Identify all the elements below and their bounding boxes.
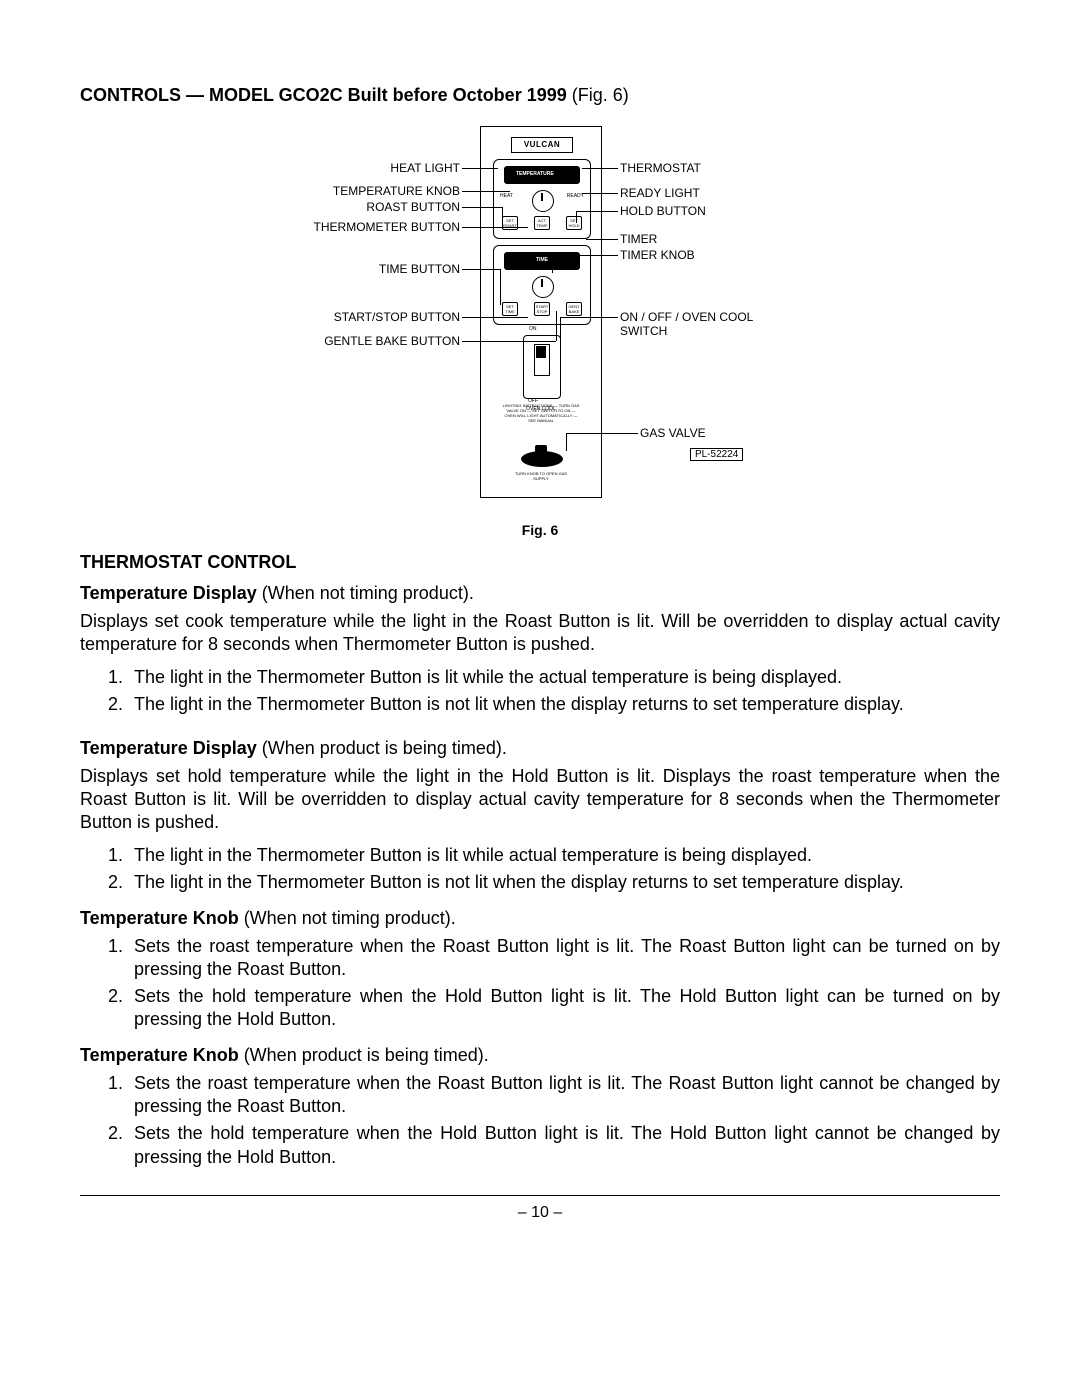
label-gas-valve: GAS VALVE — [640, 426, 706, 440]
control-panel-diagram: VULCAN TEMPERATURE HEAT READY SETROAST A… — [260, 116, 820, 516]
block1-list: The light in the Thermometer Button is l… — [80, 666, 1000, 716]
block2-li2: The light in the Thermometer Button is n… — [128, 871, 1000, 894]
block4-li2: Sets the hold temperature when the Hold … — [128, 1122, 1000, 1168]
block3-lead-bold: Temperature Knob — [80, 908, 239, 928]
block3-lead-rest: (When not timing product). — [239, 908, 456, 928]
label-timer-knob: TIMER KNOB — [620, 248, 695, 262]
label-temp-knob: TEMPERATURE KNOB — [260, 184, 460, 198]
label-hold-button: HOLD BUTTON — [620, 204, 706, 218]
pl-number: PL-52224 — [690, 448, 743, 461]
block2-lead-rest: (When product is being timed). — [257, 738, 507, 758]
block3-lead: Temperature Knob (When not timing produc… — [80, 908, 1000, 929]
block3-li1: Sets the roast temperature when the Roas… — [128, 935, 1000, 981]
label-switch: ON / OFF / OVEN COOL SWITCH — [620, 310, 790, 338]
temperature-display: TEMPERATURE — [504, 166, 580, 184]
instruction-text: LIGHTING INSTRUCTIONS — TURN GAS VALVE O… — [501, 403, 581, 437]
label-start-stop: START/STOP BUTTON — [260, 310, 460, 324]
block2-li1: The light in the Thermometer Button is l… — [128, 844, 1000, 867]
block4-li1: Sets the roast temperature when the Roas… — [128, 1072, 1000, 1118]
block4-lead-rest: (When product is being timed). — [239, 1045, 489, 1065]
therm-minibtn: ACTTEMP — [534, 216, 550, 230]
time-button-row: SETTIME STARTSTOP GENTBAKE — [502, 302, 582, 318]
label-thermostat: THERMOSTAT — [620, 161, 701, 175]
label-time-button: TIME BUTTON — [260, 262, 460, 276]
gentle-minibtn: GENTBAKE — [566, 302, 582, 316]
hold-minibtn: SETHOLD — [566, 216, 582, 230]
label-heat-light: HEAT LIGHT — [260, 161, 460, 175]
temp-button-row: SETROAST ACTTEMP SETHOLD — [502, 216, 582, 232]
block2-para: Displays set hold temperature while the … — [80, 765, 1000, 834]
page-number: – 10 – — [80, 1204, 1000, 1222]
label-therm-button: THERMOMETER BUTTON — [260, 220, 460, 234]
block4-lead: Temperature Knob (When product is being … — [80, 1045, 1000, 1066]
label-ready-light: READY LIGHT — [620, 186, 700, 200]
label-timer: TIMER — [620, 232, 657, 246]
time-minibtn: SETTIME — [502, 302, 518, 316]
time-display-label: TIME — [536, 257, 548, 263]
startstop-minibtn: STARTSTOP — [534, 302, 550, 316]
block1-lead: Temperature Display (When not timing pro… — [80, 583, 1000, 604]
gas-valve-icon — [521, 445, 561, 469]
heading-bold: CONTROLS — MODEL GCO2C Built before Octo… — [80, 85, 567, 105]
ready-tiny: READY — [567, 194, 584, 199]
figure-caption: Fig. 6 — [80, 522, 1000, 538]
block4-lead-bold: Temperature Knob — [80, 1045, 239, 1065]
brand-label: VULCAN — [511, 137, 573, 153]
block2-list: The light in the Thermometer Button is l… — [80, 844, 1000, 894]
label-roast-button: ROAST BUTTON — [260, 200, 460, 214]
timer-knob-icon — [532, 276, 554, 298]
block1-lead-rest: (When not timing product). — [257, 583, 474, 603]
heat-tiny: HEAT — [500, 194, 513, 199]
block3-list: Sets the roast temperature when the Roas… — [80, 935, 1000, 1031]
block1-li2: The light in the Thermometer Button is n… — [128, 693, 1000, 716]
block2-lead-bold: Temperature Display — [80, 738, 257, 758]
footer-rule — [80, 1195, 1000, 1196]
block3-li2: Sets the hold temperature when the Hold … — [128, 985, 1000, 1031]
block1-para: Displays set cook temperature while the … — [80, 610, 1000, 656]
block1-lead-bold: Temperature Display — [80, 583, 257, 603]
gas-valve-text: TURN KNOB TO OPEN GAS SUPPLY — [507, 471, 575, 481]
block4-list: Sets the roast temperature when the Roas… — [80, 1072, 1000, 1168]
block1-li1: The light in the Thermometer Button is l… — [128, 666, 1000, 689]
heading-rest: (Fig. 6) — [567, 85, 629, 105]
block2-lead: Temperature Display (When product is bei… — [80, 738, 1000, 759]
timer-module: TIME SETTIME STARTSTOP GENTBAKE — [493, 245, 591, 325]
section-title: THERMOSTAT CONTROL — [80, 552, 1000, 573]
panel-outline: VULCAN TEMPERATURE HEAT READY SETROAST A… — [480, 126, 602, 498]
page-heading: CONTROLS — MODEL GCO2C Built before Octo… — [80, 85, 1000, 106]
temperature-knob-icon — [532, 190, 554, 212]
temp-display-label: TEMPERATURE — [516, 171, 554, 177]
label-gentle-bake: GENTLE BAKE BUTTON — [260, 334, 460, 348]
power-switch-icon — [523, 335, 561, 399]
switch-on-tiny: ON — [529, 327, 537, 332]
